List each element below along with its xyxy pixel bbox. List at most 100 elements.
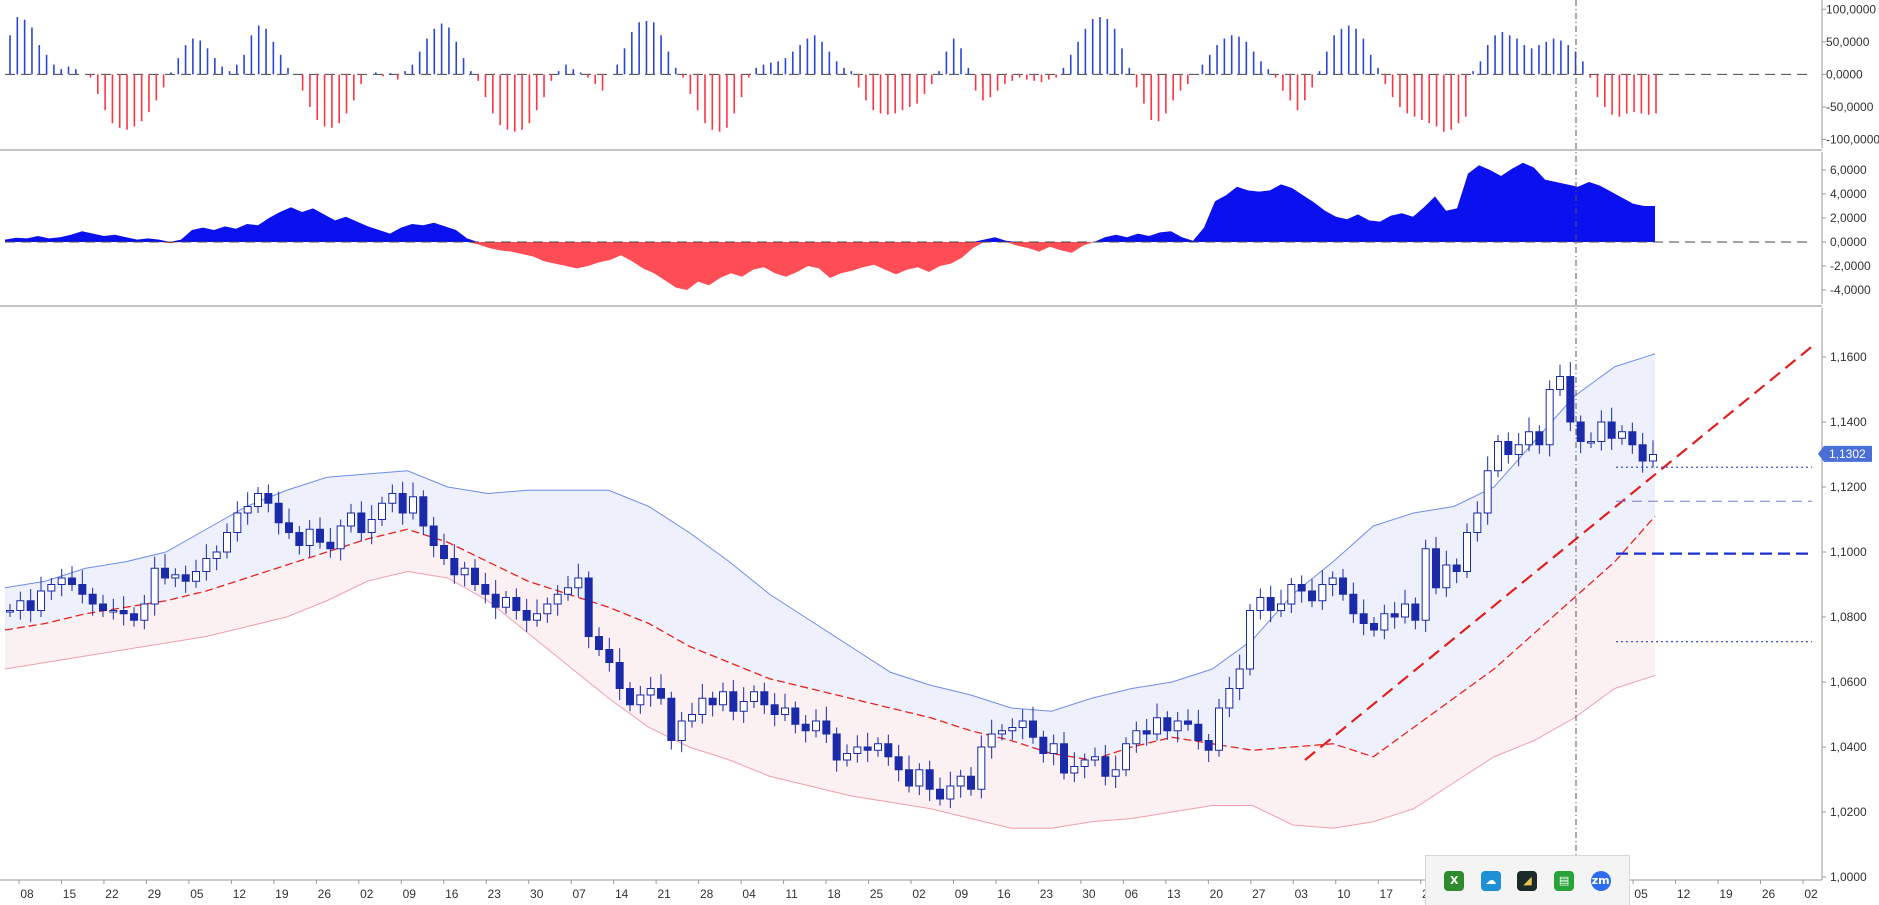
candle-body <box>460 567 469 576</box>
histogram-panel: 100,0000 50,0000 0,0000 -50,0000 -100,0000 <box>0 0 1879 151</box>
candle-body <box>57 577 66 585</box>
price-y-tick-label: 1,0400 <box>1830 740 1867 754</box>
zip-archive-icon[interactable]: ▤ <box>1554 870 1575 891</box>
lower-band-fill <box>5 516 1655 829</box>
xbox-icon[interactable]: X <box>1444 870 1465 891</box>
x-tick-label: 03 <box>1295 887 1309 901</box>
candle-body <box>946 785 955 800</box>
upper-band-line <box>4 353 1656 712</box>
cumulative-panel: 6,0000 4,0000 2,0000 0,0000 -2,0000 -4,0000 <box>0 152 1871 307</box>
candle-body <box>1525 431 1533 446</box>
candle-body <box>1101 756 1110 777</box>
candle-body <box>1184 720 1192 725</box>
cloud-app-icon[interactable]: ☁ <box>1480 870 1501 891</box>
candle-body <box>822 720 831 735</box>
candle-body <box>915 769 924 787</box>
candle-body <box>254 493 262 507</box>
candle-body <box>667 697 676 741</box>
candle-body <box>1576 421 1585 442</box>
candle-body <box>1349 593 1358 615</box>
candle-body <box>1504 441 1513 455</box>
candle-body <box>212 551 221 559</box>
candle-body <box>502 597 510 608</box>
candle-body <box>925 769 934 790</box>
terminal-icon[interactable]: ◢ <box>1517 870 1538 891</box>
candle-body <box>760 691 769 706</box>
candle-body <box>419 496 428 527</box>
candle-body <box>481 584 490 595</box>
candle-body <box>605 649 614 663</box>
candle-body <box>1421 548 1430 621</box>
zoom-icon[interactable]: zm <box>1590 870 1611 891</box>
candle-body <box>553 593 562 605</box>
x-tick-label: 07 <box>573 887 587 901</box>
candle-body <box>285 522 293 533</box>
candle-body <box>409 496 417 514</box>
candle-body <box>1432 548 1440 589</box>
candle-body <box>843 753 851 761</box>
cumulative-y-tick-label: 0,0000 <box>1830 235 1867 249</box>
candle-body <box>440 545 448 559</box>
candle-body <box>719 691 727 706</box>
candle-body <box>171 574 180 579</box>
histogram-y-tick-label: -100,0000 <box>1826 132 1879 146</box>
candle-body <box>1173 720 1182 732</box>
candle-body <box>378 502 386 520</box>
last-price-label: 1,1302 <box>1829 447 1866 461</box>
candle-body <box>26 600 35 611</box>
candle-body <box>1122 743 1130 771</box>
x-tick-label: 14 <box>615 887 629 901</box>
candle-body <box>47 584 56 592</box>
x-tick-label: 10 <box>1337 887 1351 901</box>
candle-body <box>78 584 87 595</box>
candle-body <box>677 720 686 741</box>
candle-body <box>192 571 200 582</box>
candle-body <box>874 743 882 751</box>
x-axis: 08 15 22 29 05 12 19 26 02 09 16 23 30 07 14 21 28 04 11 18… <box>0 879 1822 901</box>
x-tick-label: 30 <box>1082 887 1096 901</box>
candle-body <box>688 714 696 722</box>
candle-body <box>729 691 738 712</box>
candle-body <box>223 532 231 553</box>
candle-body <box>1483 470 1492 514</box>
candle-body <box>1266 597 1275 611</box>
candle-body <box>1204 740 1213 751</box>
candle-body <box>1494 441 1502 472</box>
candle-body <box>305 528 314 546</box>
candle-body <box>429 525 438 546</box>
candle-body <box>1287 584 1296 605</box>
candle-body <box>336 525 345 550</box>
candle-body <box>584 577 593 637</box>
candle-body <box>1277 603 1285 611</box>
candle-body <box>770 704 779 715</box>
candle-body <box>1318 584 1327 602</box>
x-tick-label: 29 <box>148 887 162 901</box>
candle-body <box>1163 717 1172 732</box>
candle-body <box>347 512 355 527</box>
histogram-y-tick-label: 0,0000 <box>1826 67 1863 81</box>
cumulative-y-tick-label: -4,0000 <box>1830 283 1871 297</box>
candle-body <box>1060 743 1068 774</box>
cumulative-positive-area <box>5 162 1655 242</box>
x-tick-label: 16 <box>997 887 1011 901</box>
candle-body <box>1390 613 1399 618</box>
candle-body <box>657 688 665 699</box>
histogram-y-tick-label: 50,0000 <box>1826 35 1870 49</box>
price-panel: 1,1600 1,1400 1,1200 1,1000 1,0800 1,0600 1,04… <box>4 308 1872 884</box>
x-tick-label: 20 <box>1210 887 1224 901</box>
x-tick-label: 12 <box>1677 887 1691 901</box>
x-tick-label: 22 <box>105 887 119 901</box>
system-tray: X ☁ ◢ ▤ zm <box>1425 855 1630 905</box>
x-tick-label: 02 <box>912 887 926 901</box>
candle-body <box>615 662 624 689</box>
candle-body <box>1049 743 1058 754</box>
price-y-tick-label: 1,0200 <box>1830 805 1867 819</box>
candle-body <box>863 746 872 751</box>
x-tick-label: 27 <box>1252 887 1266 901</box>
candle-body <box>1473 512 1482 533</box>
candle-body <box>894 756 903 771</box>
candle-body <box>1628 431 1637 446</box>
candle-body <box>1380 613 1389 631</box>
x-tick-label: 26 <box>318 887 332 901</box>
